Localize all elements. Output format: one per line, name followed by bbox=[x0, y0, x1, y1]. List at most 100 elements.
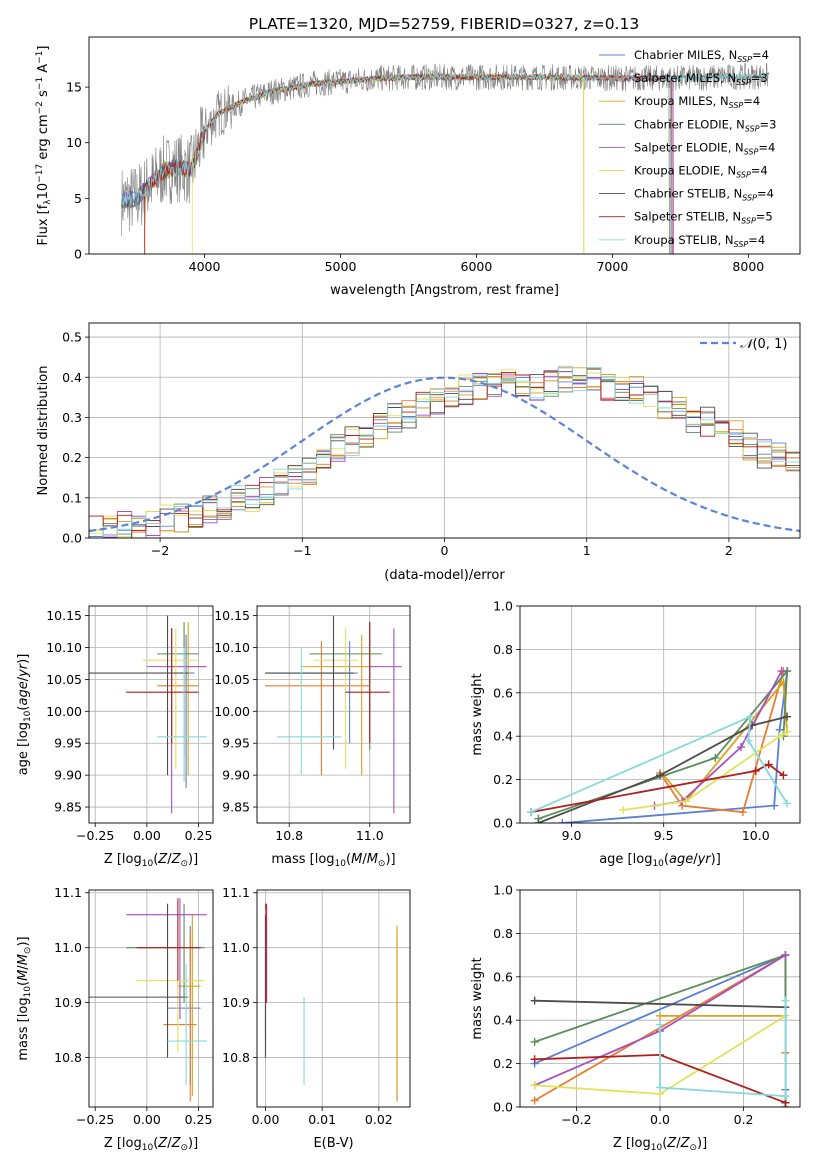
y-axis-label: age [log10(age/yr)] bbox=[16, 654, 33, 776]
y-tick-label: 10.05 bbox=[214, 672, 250, 687]
plot-area bbox=[121, 62, 769, 254]
y-tick-label: 10.00 bbox=[46, 704, 82, 719]
legend-label-tail: =3 bbox=[760, 117, 777, 131]
model-line-7 bbox=[144, 73, 673, 254]
legend-label-text: Chabrier ELODIE, N bbox=[634, 117, 745, 131]
x-axis-label: Z [log10(Z/Z⊙)] bbox=[104, 852, 198, 869]
model-line-2 bbox=[144, 72, 585, 254]
label-part: / bbox=[693, 852, 698, 867]
axes-frame bbox=[88, 36, 801, 255]
x-tick-label: −0.25 bbox=[76, 1112, 114, 1127]
histogram-step-7 bbox=[89, 367, 800, 532]
x-axis-label: wavelength [Angstrom, rest frame] bbox=[330, 283, 559, 298]
weight-line-3 bbox=[538, 668, 789, 820]
label-part: ⊙ bbox=[180, 1143, 188, 1153]
histogram-step-0 bbox=[89, 370, 800, 537]
weight-marker-6 bbox=[534, 819, 543, 823]
label-part: Z [log bbox=[613, 1136, 651, 1151]
x-tick-label: 0.0 bbox=[650, 1112, 670, 1127]
y-tick-label: 0.8 bbox=[493, 926, 513, 941]
label-part: age bbox=[16, 681, 31, 705]
legend-label-text: Salpeter ELODIE, N bbox=[634, 140, 744, 154]
weight-marker-7 bbox=[751, 766, 760, 775]
weight-marker-5 bbox=[530, 1081, 539, 1090]
plot-area bbox=[530, 951, 790, 1107]
y-tick-label: 0.4 bbox=[62, 370, 82, 385]
x-axis-label: (data-model)/error bbox=[384, 568, 505, 583]
label-part: / bbox=[16, 965, 31, 970]
legend-label-text: Kroupa STELIB, N bbox=[634, 233, 734, 247]
legend-label-tail: =4 bbox=[757, 187, 774, 201]
weight-marker-7 bbox=[764, 760, 773, 769]
label-part: Z bbox=[157, 1136, 168, 1151]
weight-marker-4 bbox=[777, 667, 786, 676]
y-tick-label: 11.0 bbox=[222, 940, 250, 955]
weight-line-2 bbox=[663, 679, 788, 803]
x-tick-label: 0.00 bbox=[252, 1112, 280, 1127]
x-tick-label: 0.25 bbox=[185, 1112, 213, 1127]
label-part: )] bbox=[711, 852, 721, 867]
label-part: ( bbox=[153, 852, 158, 867]
x-tick-label: 0.02 bbox=[365, 1112, 393, 1127]
y-tick-label: 0 bbox=[74, 247, 82, 262]
legend-label-tail: =4 bbox=[752, 48, 769, 62]
y-tick-label: 0.4 bbox=[493, 729, 513, 744]
legend-label-tail: =4 bbox=[743, 94, 760, 108]
legend-label-tail: =4 bbox=[751, 164, 768, 178]
x-tick-label: 5000 bbox=[325, 259, 357, 274]
normal-legend-label: 𝒩(0, 1) bbox=[740, 337, 787, 352]
weight-marker-5 bbox=[783, 727, 792, 736]
label-part: yr bbox=[16, 662, 31, 678]
y-tick-label: 9.95 bbox=[222, 736, 250, 751]
label-part: 10 bbox=[651, 1143, 663, 1153]
legend-label: Kroupa ELODIE, NSSP=4 bbox=[634, 164, 768, 180]
legend-label: Chabrier ELODIE, NSSP=3 bbox=[634, 117, 776, 133]
y-axis-label: mass weight bbox=[470, 957, 485, 1039]
label-part: 10 bbox=[36, 183, 51, 200]
label-part: Z bbox=[680, 1136, 691, 1151]
label-part: / bbox=[16, 676, 31, 681]
weight-marker-5 bbox=[619, 805, 628, 814]
label-part: 10 bbox=[23, 710, 33, 722]
x-axis-label: E(B-V) bbox=[313, 1136, 353, 1151]
label-part: 10 bbox=[142, 1143, 154, 1153]
weight-marker-1 bbox=[530, 1096, 539, 1105]
weight-marker-8 bbox=[746, 712, 755, 721]
label-part: ] bbox=[36, 46, 51, 51]
y-tick-label: 10.10 bbox=[214, 640, 250, 655]
model-line-3 bbox=[121, 73, 670, 254]
label-part: age [log bbox=[599, 852, 652, 867]
x-tick-label: 9.0 bbox=[562, 828, 582, 843]
legend-label-sub: SSP bbox=[736, 78, 751, 87]
plot-area bbox=[265, 615, 402, 814]
axes-frame bbox=[256, 605, 411, 824]
label-part: ( bbox=[16, 706, 31, 711]
legend-label-sub: SSP bbox=[729, 101, 744, 110]
x-tick-label: −0.25 bbox=[76, 828, 114, 843]
label-part: ( bbox=[662, 1136, 667, 1151]
label-part: Flux [f bbox=[36, 204, 51, 245]
label-part: Z bbox=[171, 852, 182, 867]
label-part: ⊙ bbox=[180, 859, 188, 869]
weight-marker-3 bbox=[530, 1037, 539, 1046]
weight-line-0 bbox=[562, 670, 788, 823]
label-part: yr bbox=[697, 852, 713, 867]
histogram-step-4 bbox=[89, 373, 800, 538]
y-axis-label: Normed distribution bbox=[36, 366, 51, 496]
legend-label: Kroupa MILES, NSSP=4 bbox=[634, 94, 760, 110]
plot-area bbox=[264, 903, 398, 1102]
histogram-step-5 bbox=[89, 369, 800, 538]
label-part: 10 bbox=[23, 986, 33, 998]
plot-area bbox=[89, 898, 207, 1102]
legend-label: Chabrier STELIB, NSSP=4 bbox=[634, 187, 774, 203]
y-tick-label: 11.1 bbox=[222, 885, 250, 900]
x-tick-label: 0.2 bbox=[734, 1112, 754, 1127]
label-part: Z [log bbox=[104, 852, 142, 867]
legend-label-sub: SSP bbox=[734, 240, 749, 249]
legend-label-sub: SSP bbox=[741, 217, 756, 226]
legend-label-sub: SSP bbox=[737, 55, 752, 64]
legend-label: Salpeter ELODIE, NSSP=4 bbox=[634, 140, 775, 156]
label-part: mass [log bbox=[16, 997, 31, 1060]
